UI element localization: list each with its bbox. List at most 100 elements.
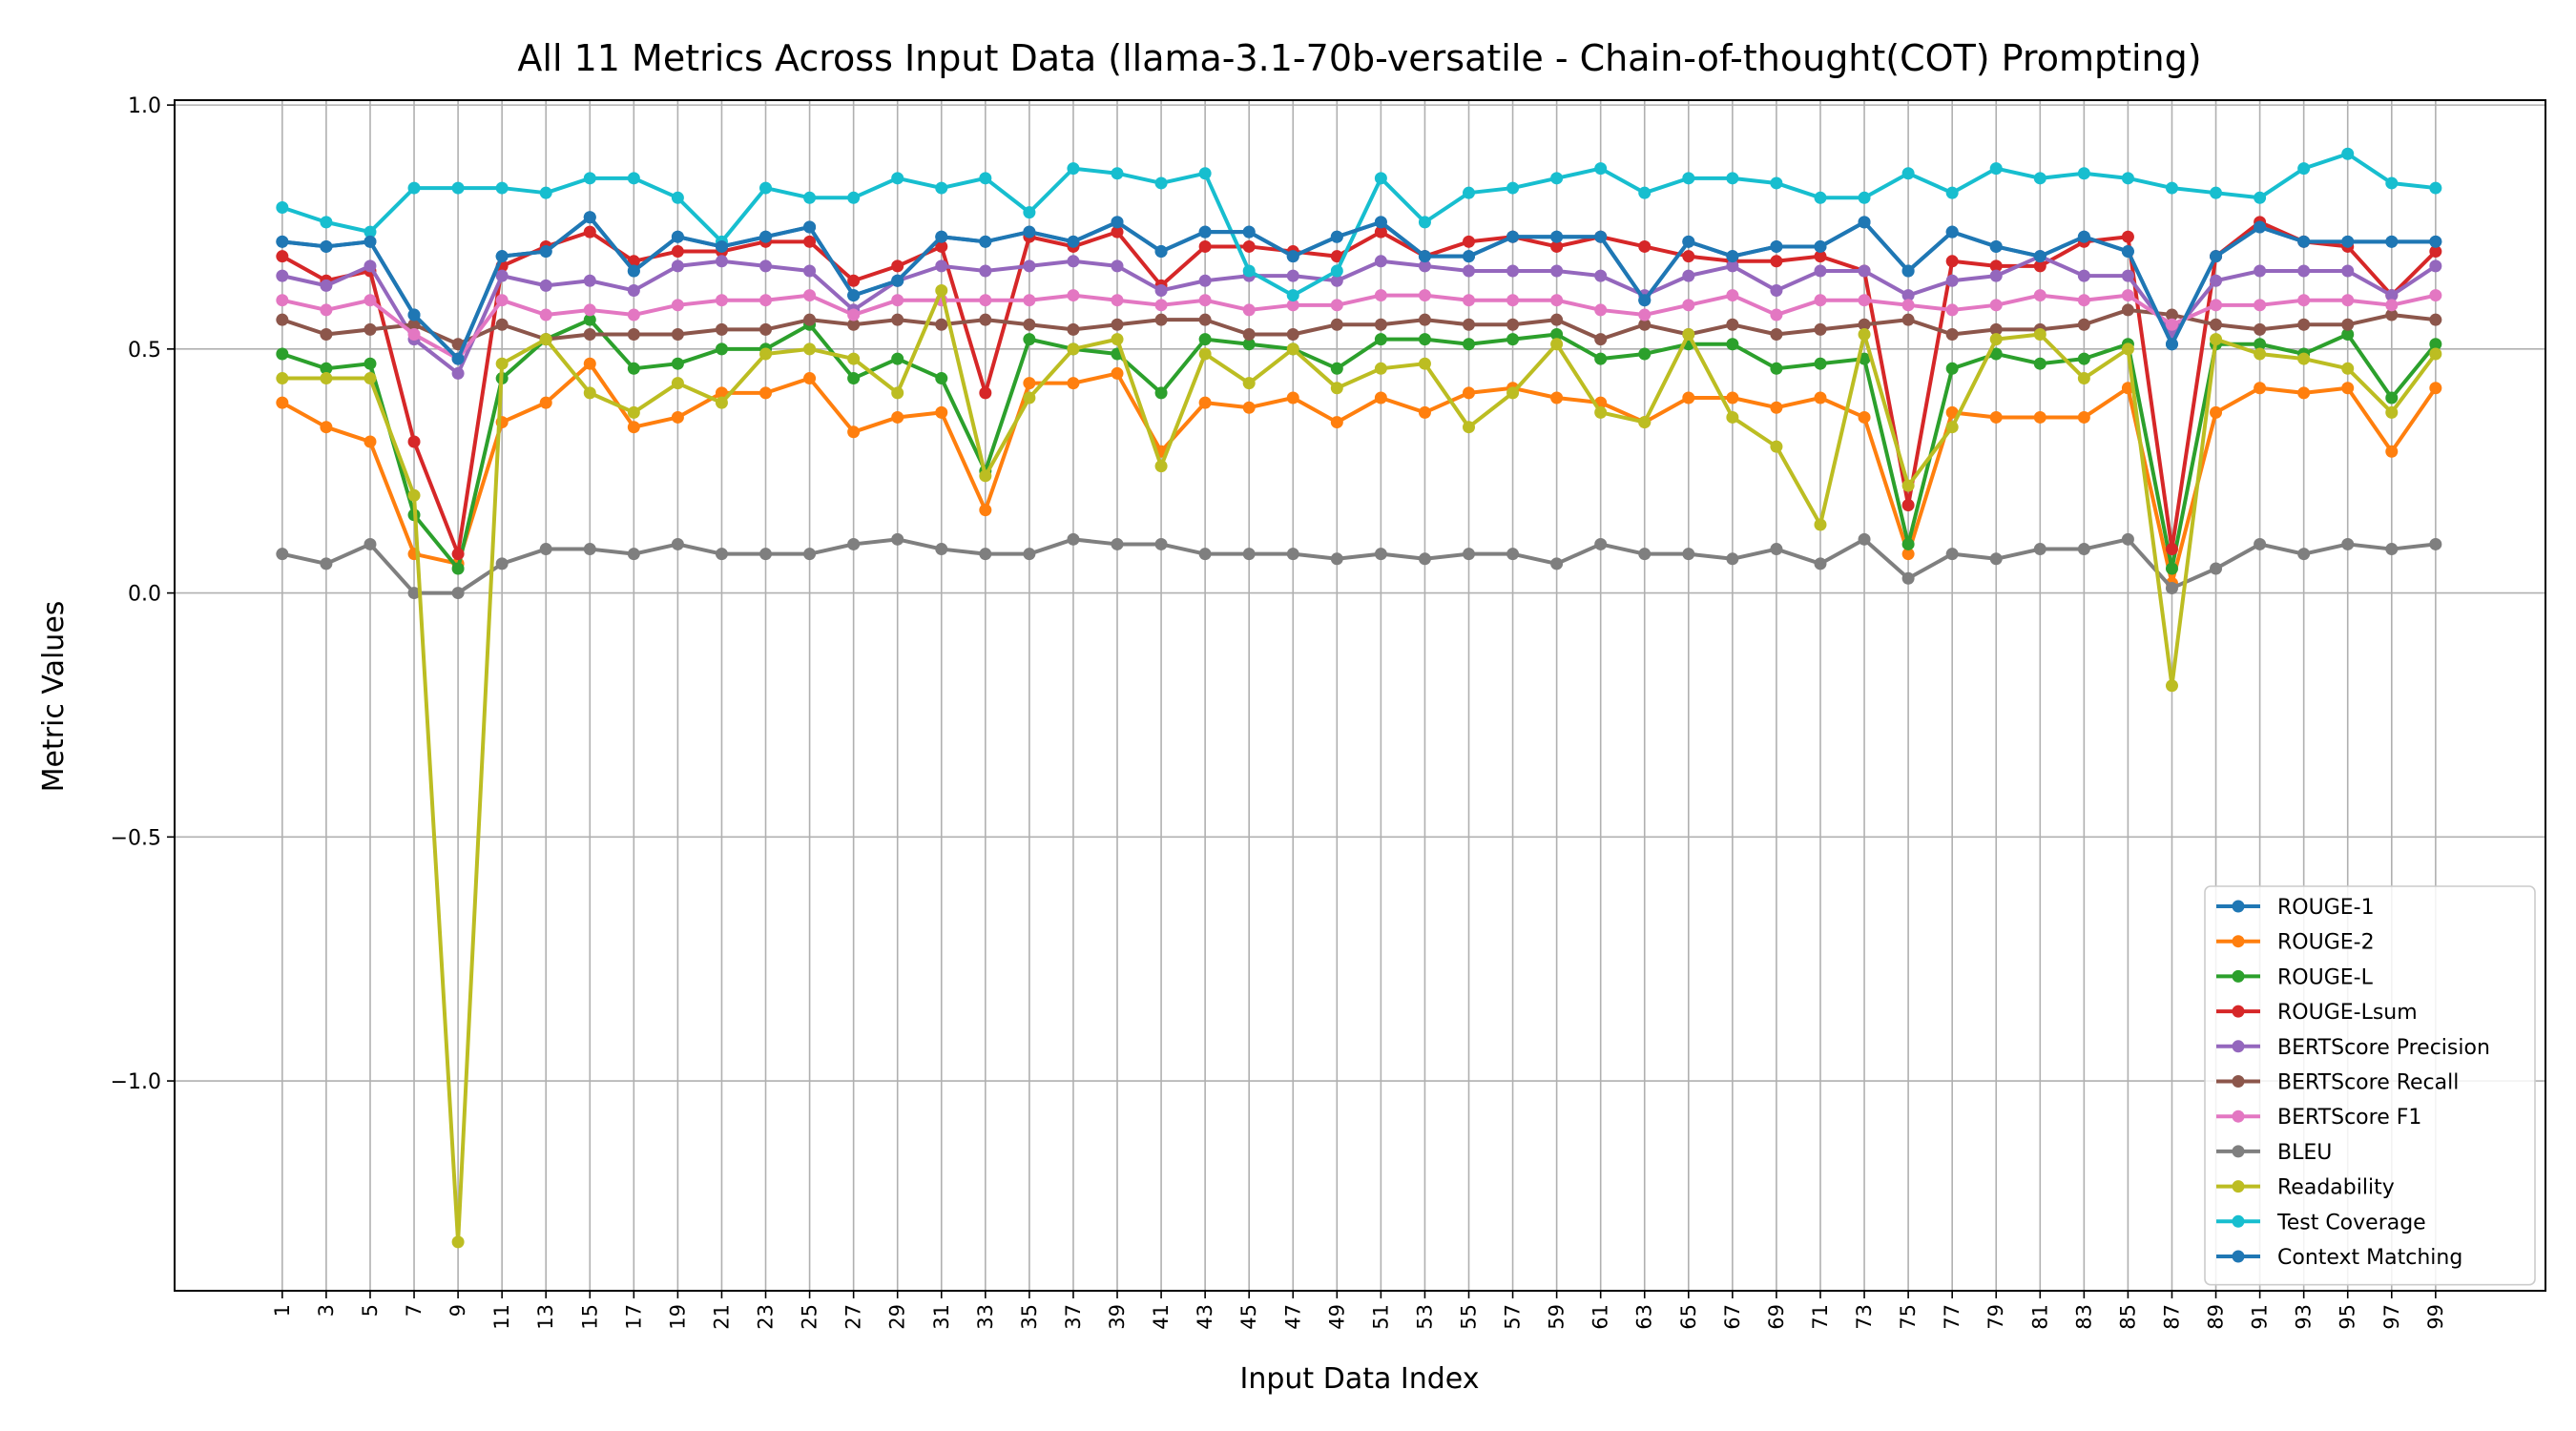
data-point [2385, 235, 2399, 248]
data-point [935, 230, 948, 243]
y-axis-label: Metric Values [37, 601, 71, 793]
data-point [1594, 269, 1608, 282]
data-point [1463, 318, 1476, 331]
data-point [451, 366, 465, 380]
data-point [1286, 299, 1299, 312]
legend-entry-label: Test Coverage [2276, 1211, 2426, 1234]
data-point [1374, 318, 1387, 331]
data-point [1374, 225, 1387, 238]
data-point [583, 357, 596, 370]
legend-entry-label: BERTScore Precision [2277, 1036, 2490, 1060]
data-point [1067, 532, 1080, 546]
data-point [276, 269, 289, 282]
data-point [891, 274, 904, 287]
data-point [759, 322, 773, 336]
data-point [2341, 318, 2355, 331]
data-point [759, 548, 773, 561]
data-point [451, 1235, 465, 1249]
data-point [1858, 328, 1871, 342]
data-point [539, 245, 552, 259]
data-point [1286, 548, 1299, 561]
data-point [2165, 308, 2178, 321]
data-point [1330, 274, 1343, 287]
data-point [583, 328, 596, 342]
data-point [2165, 679, 2178, 693]
data-point [2077, 318, 2090, 331]
data-point [979, 386, 992, 400]
x-tick-label: 11 [490, 1304, 513, 1330]
data-point [320, 279, 333, 292]
data-point [1770, 255, 1783, 268]
data-point [2341, 294, 2355, 307]
data-point [276, 396, 289, 409]
data-point [2165, 318, 2178, 331]
data-point [364, 372, 377, 385]
data-point [1154, 537, 1168, 550]
data-point [715, 548, 728, 561]
data-point [935, 239, 948, 253]
data-point [1067, 162, 1080, 176]
x-tick-label: 39 [1106, 1304, 1129, 1330]
data-point [1858, 318, 1871, 331]
data-point [671, 537, 684, 550]
data-point [627, 264, 640, 278]
data-point [364, 322, 377, 336]
legend-entry-label: BLEU [2277, 1141, 2332, 1165]
data-point [495, 318, 509, 331]
data-point [979, 504, 992, 517]
data-point [847, 191, 861, 204]
x-tick-label: 45 [1237, 1304, 1260, 1330]
data-point [1550, 338, 1564, 351]
data-point [935, 543, 948, 556]
data-point [364, 357, 377, 370]
data-point [1901, 499, 1915, 512]
data-point [1945, 362, 1959, 375]
data-point [891, 410, 904, 424]
data-point [1858, 264, 1871, 278]
data-point [495, 357, 509, 370]
data-point [671, 299, 684, 312]
data-point [847, 274, 861, 287]
data-point [1989, 299, 2003, 312]
data-point [979, 235, 992, 248]
data-point [2297, 386, 2311, 400]
data-point [1726, 289, 1739, 302]
x-tick-label: 25 [799, 1304, 821, 1330]
data-point [1682, 250, 1695, 263]
data-point [2033, 259, 2046, 273]
data-point [1550, 239, 1564, 253]
data-point [2297, 294, 2311, 307]
legend-swatch-marker [2232, 1075, 2245, 1088]
data-point [1989, 259, 2003, 273]
data-point [495, 294, 509, 307]
data-point [2033, 250, 2046, 263]
data-point [2385, 299, 2399, 312]
data-point [1506, 548, 1520, 561]
data-point [1418, 552, 1431, 566]
data-point [2077, 410, 2090, 424]
data-point [1901, 167, 1915, 180]
data-point [2033, 328, 2046, 342]
data-point [2385, 176, 2399, 190]
data-point [1506, 333, 1520, 346]
data-point [2254, 191, 2267, 204]
x-tick-label: 57 [1502, 1304, 1525, 1330]
legend-swatch-marker [2232, 935, 2245, 948]
data-point [1682, 235, 1695, 248]
legend-swatch-marker [2232, 1250, 2245, 1263]
data-point [979, 172, 992, 185]
data-point [1945, 274, 1959, 287]
data-point [583, 225, 596, 238]
data-point [1770, 440, 1783, 453]
x-tick-label: 37 [1062, 1304, 1085, 1330]
data-point [2341, 537, 2355, 550]
data-point [935, 318, 948, 331]
data-point [2254, 382, 2267, 395]
data-point [2210, 299, 2223, 312]
series-line [281, 152, 2437, 298]
data-point [1198, 274, 1212, 287]
data-point [2210, 333, 2223, 346]
series-line [281, 537, 2437, 595]
data-point [1330, 230, 1343, 243]
